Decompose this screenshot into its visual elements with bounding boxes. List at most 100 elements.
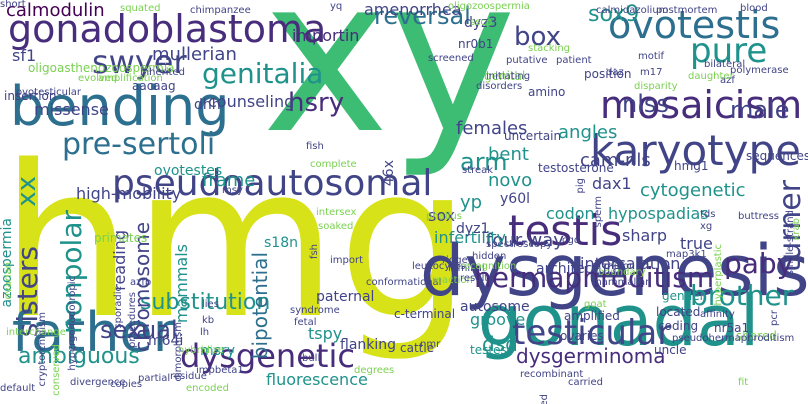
word-gender: gender	[662, 289, 705, 303]
word-infertility: infertility	[434, 228, 506, 247]
word-patient: patient	[556, 55, 592, 66]
word-testes: testes	[470, 343, 507, 357]
word-ovarian: ovarian	[3, 262, 14, 300]
word-dysgenesis: dysgenesis	[420, 230, 808, 312]
word-sporadic: sporadic	[113, 286, 124, 329]
word-xx: xx	[12, 176, 42, 207]
word-motif: motif	[638, 51, 665, 62]
word-nlss: nlss	[622, 90, 669, 118]
word-dysgenetic: dysgenetic	[180, 337, 355, 375]
word-soaked: soaked	[318, 221, 354, 232]
word-paby: paby	[724, 247, 794, 280]
word-y60l: y60l	[500, 191, 530, 207]
word-four-way: four-way	[486, 230, 564, 251]
word-hidden: hidden	[472, 251, 507, 262]
word-hybridize: hybridize	[178, 345, 225, 356]
word-paternal: paternal	[316, 289, 375, 305]
word-azf: azf	[720, 75, 735, 86]
word-stacking: stacking	[528, 43, 571, 54]
word-brother: brother	[690, 279, 794, 312]
word-amplification: amplification	[98, 73, 163, 84]
word-counseling: counseling	[208, 92, 295, 111]
word-importin: importin	[292, 26, 360, 45]
word-ridge: ridge	[442, 255, 468, 266]
word-syndrome: syndrome	[290, 305, 340, 316]
word-reaction: reaction	[432, 275, 473, 286]
word-46x: 46x	[381, 160, 397, 187]
word-sequences: sequences	[746, 149, 808, 163]
word-carried: carried	[568, 377, 603, 388]
word-map3k1: map3k1	[666, 249, 707, 260]
word-true: true	[680, 234, 713, 253]
word-box: box	[514, 22, 561, 52]
word-father: father	[12, 301, 175, 364]
word-dysgerminoma: dysgerminoma	[516, 344, 666, 368]
word-nr0b1: nr0b1	[458, 37, 494, 51]
word-streak: streak	[462, 165, 494, 176]
word-dyz1: dyz1	[456, 221, 490, 237]
word-mosaicism: mosaicism	[600, 83, 803, 127]
word-pig: pig	[575, 178, 586, 194]
word-fluorescence: fluorescence	[266, 370, 368, 389]
word-cytogenetic: cytogenetic	[640, 180, 746, 201]
word-ovotesticular: ovotesticular	[16, 87, 81, 98]
word-lh: lh	[200, 327, 210, 338]
word-hypergonadotropic: hypergonadotropic	[67, 276, 78, 371]
word-disparity: disparity	[634, 81, 678, 92]
word-impbeta1: impbeta1	[196, 365, 244, 376]
word-leukocytes: leukocytes	[412, 261, 466, 272]
word-groove: groove	[470, 310, 526, 329]
word-nmr: nmr	[420, 339, 441, 350]
word-hypospadias: hypospadias	[608, 204, 709, 223]
word-sperm: sperm	[593, 196, 604, 228]
word-angles: angles	[558, 122, 618, 143]
word-insertion: insertion	[4, 89, 57, 103]
word-high-mobility: high-mobility	[76, 184, 182, 203]
word-yq: yq	[330, 1, 343, 12]
word-testis: testis	[508, 206, 623, 255]
word-cattle: cattle	[400, 341, 435, 355]
word-located: located	[656, 305, 701, 319]
word-bull: bull	[302, 353, 321, 364]
word-swyer: swyer	[92, 43, 187, 81]
word-nr5a1: nr5a1	[714, 321, 750, 335]
word-genital: genital	[484, 69, 526, 83]
word-amino: amino	[528, 85, 566, 99]
word-m64i: m64i	[148, 333, 184, 349]
word-ambiguous: ambiguous	[18, 344, 140, 369]
word-hermaphroditism: hermaphroditism	[474, 261, 715, 294]
word-procedures: procedures	[127, 292, 138, 348]
word-familial: familial	[448, 263, 485, 274]
word-male: male	[730, 96, 790, 124]
word-azfb: azfb	[130, 277, 152, 288]
word-buttress: buttress	[738, 211, 779, 222]
word-fetal: fetal	[294, 317, 317, 328]
word-aacaag: aacaag	[132, 79, 176, 93]
word-putative: putative	[506, 55, 548, 66]
word-single-strand: single-strand	[785, 210, 796, 276]
word-short: short	[0, 0, 26, 10]
word-blood: blood	[740, 3, 768, 14]
word-reversal: reversal	[374, 2, 471, 30]
word-minor: minor	[604, 261, 634, 272]
word-pseudohermaphroditism: pseudohermaphroditism	[672, 333, 795, 344]
word-ovotestis: ovotestis	[608, 3, 781, 47]
word-postmortem: postmortem	[656, 5, 718, 16]
word-oligoasthenozoospermia: oligoasthenozoospermia	[28, 61, 175, 75]
word-dsd: dsd	[482, 332, 518, 356]
word-encoded: encoded	[186, 383, 229, 394]
word-ovaries: ovaries	[560, 329, 604, 343]
word-lies: lies	[202, 299, 219, 310]
word-interchange: interchange	[6, 327, 66, 338]
word-karyotype: karyotype	[590, 126, 801, 175]
word-initiating: initiating	[486, 71, 531, 82]
word-sexual: sexual	[100, 316, 178, 344]
word-spectroscopy: spectroscopy	[486, 239, 553, 250]
word-frame: frame	[202, 170, 256, 191]
word-daughter: daughter	[688, 71, 734, 82]
word-calmidazolium: calmidazolium	[596, 5, 669, 16]
word-substitution: substitution	[140, 290, 271, 315]
word-females: females	[456, 118, 528, 139]
word-flanking: flanking	[340, 337, 397, 353]
